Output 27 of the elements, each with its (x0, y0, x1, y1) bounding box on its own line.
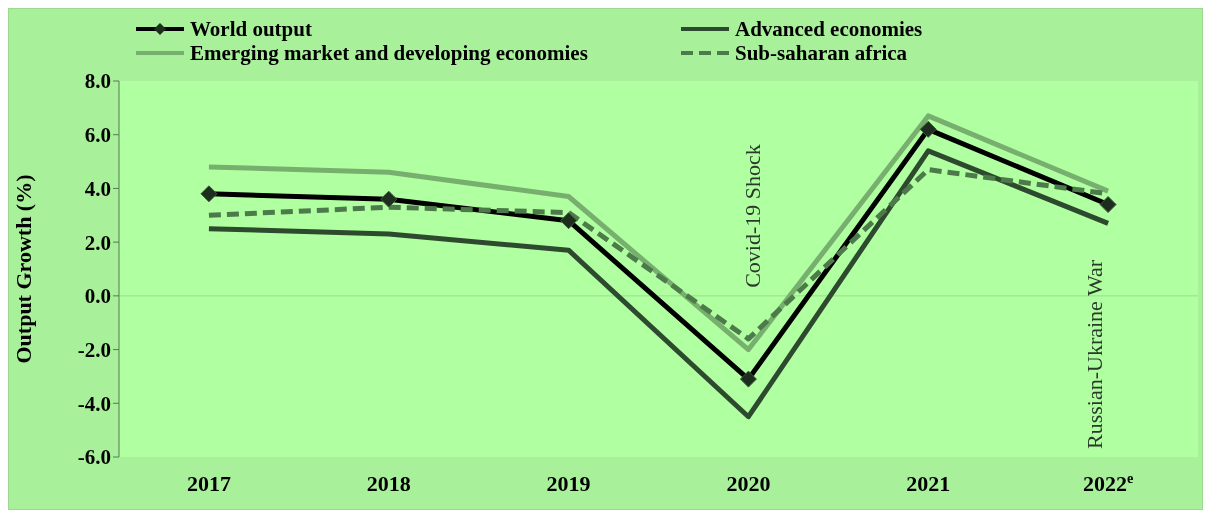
y-tick-label: -4.0 (77, 391, 111, 416)
y-tick-label: 0.0 (84, 284, 111, 309)
point (1099, 196, 1117, 214)
x-tick-label: 2018 (366, 471, 411, 496)
annotation: Covid-19 Shock (740, 144, 766, 288)
x-tick-label: 2020 (726, 471, 771, 496)
x-tick-label: 2017 (186, 471, 231, 496)
point (919, 120, 937, 138)
legend-label: Emerging market and developing economies (190, 41, 588, 65)
y-tick-label: 2.0 (84, 230, 111, 255)
y-tick-label: -6.0 (77, 445, 111, 470)
legend-label: Sub-saharan africa (735, 41, 908, 65)
y-tick-label: 6.0 (84, 123, 111, 148)
x-tick-label: 2021 (906, 471, 951, 496)
y-axis-title: Output Growth (%) (10, 174, 36, 364)
point (200, 185, 218, 203)
x-tick-label: 2022$^{e}$ (1082, 470, 1134, 496)
x-tick-label: 2019 (546, 471, 591, 496)
annotation: Russian-Ukraine War (1082, 259, 1108, 449)
legend-label: World output (190, 17, 312, 41)
point (739, 370, 757, 388)
legend-label: Advanced economies (735, 17, 923, 41)
y-tick-label: 4.0 (84, 176, 111, 201)
y-tick-label: 8.0 (84, 69, 111, 94)
point (560, 212, 578, 230)
y-tick-label: -2.0 (77, 338, 111, 363)
point (380, 190, 398, 208)
